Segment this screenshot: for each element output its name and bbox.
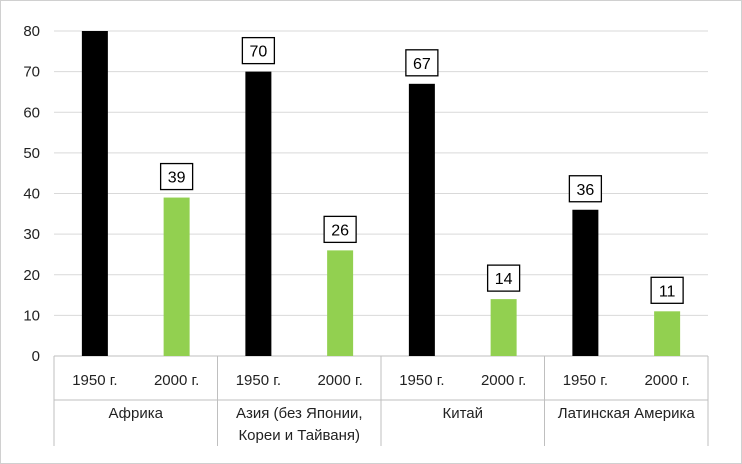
data-label-box — [405, 49, 439, 77]
data-label: 70 — [249, 44, 267, 61]
bar — [81, 31, 108, 356]
data-label-box — [568, 175, 603, 203]
y-tick-label: 0 — [32, 348, 40, 365]
x-tick-label-year: 1950 г. — [72, 372, 117, 389]
y-tick-label: 70 — [23, 64, 40, 81]
data-label: 14 — [495, 271, 513, 288]
x-tick-label-year: 2000 г. — [317, 372, 362, 389]
data-label-box — [241, 36, 276, 65]
data-label: 36 — [576, 182, 594, 199]
data-label: 11 — [659, 283, 676, 300]
bar — [327, 250, 354, 356]
x-tick-label-year: 1950 г. — [236, 372, 281, 389]
bar — [654, 311, 681, 356]
bar — [572, 209, 599, 356]
data-label: 26 — [331, 222, 349, 239]
y-tick-label: 20 — [23, 267, 40, 284]
y-tick-label: 60 — [23, 104, 40, 121]
bar — [245, 71, 272, 356]
x-tick-label-group: Азия (без Японии, — [236, 405, 363, 422]
y-tick-label: 10 — [23, 307, 40, 324]
bar — [408, 83, 435, 356]
x-tick-label-group: Латинская Америка — [558, 405, 696, 422]
bar — [490, 299, 517, 356]
x-tick-label-year: 2000 г. — [154, 372, 199, 389]
bar — [163, 197, 190, 356]
y-tick-label: 30 — [23, 226, 40, 243]
data-label-box — [159, 162, 194, 191]
y-tick-label: 40 — [23, 186, 40, 203]
x-tick-label-year: 2000 г. — [481, 372, 526, 389]
data-label-box — [323, 215, 357, 244]
data-label: 67 — [413, 56, 431, 73]
x-tick-label-group: Китай — [442, 405, 483, 422]
data-label-box — [486, 264, 521, 292]
y-tick-label: 50 — [23, 145, 40, 162]
x-tick-label-group: Кореи и Тайваня) — [238, 427, 360, 444]
x-tick-label-year: 2000 г. — [644, 372, 689, 389]
x-tick-label-year: 1950 г. — [399, 372, 444, 389]
y-tick-label: 80 — [23, 23, 40, 40]
x-tick-label-group: Африка — [109, 405, 164, 422]
data-label: 39 — [168, 170, 186, 187]
data-label-box — [650, 276, 684, 304]
x-tick-label-year: 1950 г. — [563, 372, 608, 389]
